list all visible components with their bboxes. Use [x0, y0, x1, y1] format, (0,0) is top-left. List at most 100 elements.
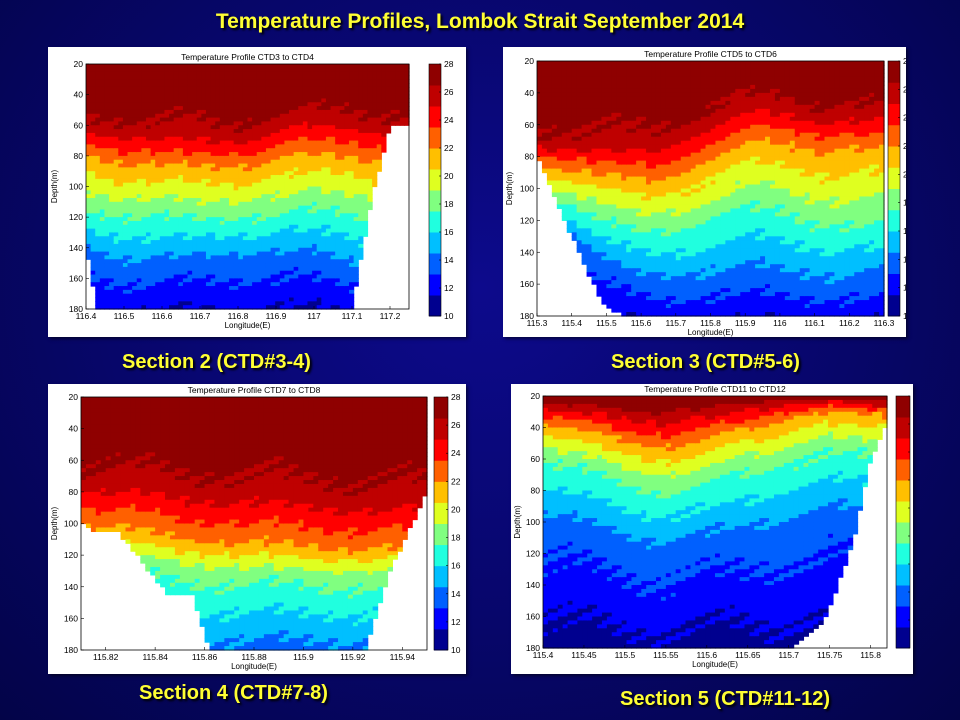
field-cell — [358, 83, 364, 88]
field-cell — [298, 117, 304, 123]
field-cell — [581, 260, 588, 265]
field-cell — [576, 168, 583, 174]
field-cell — [289, 220, 295, 226]
field-cell — [330, 247, 336, 253]
field-cell — [229, 293, 235, 299]
field-cell — [581, 216, 588, 221]
field-cell — [238, 301, 244, 306]
field-cell — [362, 232, 369, 237]
field-cell — [316, 167, 322, 172]
field-cell — [90, 243, 96, 249]
field-cell — [178, 255, 184, 260]
field-cell — [601, 100, 607, 106]
field-cell — [330, 64, 336, 69]
field-cell — [330, 217, 336, 222]
field-cell — [173, 197, 179, 203]
field-cell — [187, 167, 193, 172]
field-cell — [289, 194, 295, 199]
field-cell — [242, 182, 249, 188]
field-cell — [621, 248, 627, 253]
field-cell — [182, 194, 189, 199]
field-cell — [104, 75, 110, 80]
field-cell — [321, 220, 327, 226]
field-cell — [312, 182, 318, 188]
field-cell — [182, 224, 189, 230]
field-cell — [224, 90, 230, 96]
field-cell — [385, 117, 392, 123]
field-cell — [127, 236, 133, 241]
field-cell — [265, 182, 272, 188]
field-cell — [173, 243, 179, 249]
field-cell — [293, 132, 299, 138]
field-cell — [187, 289, 193, 295]
field-cell — [118, 144, 124, 149]
field-cell — [164, 129, 170, 134]
field-cell — [330, 301, 336, 306]
field-cell — [621, 88, 627, 94]
field-cell — [155, 247, 161, 253]
field-cell — [270, 167, 276, 172]
field-cell — [349, 86, 355, 92]
field-cell — [289, 266, 295, 272]
field-cell — [229, 159, 235, 165]
field-cell — [621, 61, 627, 66]
field-cell — [261, 140, 267, 145]
field-cell — [353, 125, 359, 130]
field-cell — [210, 251, 216, 257]
field-cell — [571, 220, 578, 225]
field-cell — [321, 205, 327, 211]
field-cell — [150, 175, 156, 180]
field-cell — [591, 248, 598, 253]
field-cell — [616, 268, 622, 273]
field-cell — [353, 140, 359, 145]
field-cell — [155, 167, 161, 172]
field-cell — [404, 75, 410, 80]
field-cell — [616, 196, 622, 202]
field-cell — [118, 152, 124, 157]
field-cell — [358, 102, 364, 107]
field-cell — [136, 121, 142, 126]
field-cell — [265, 125, 272, 130]
field-cell — [293, 194, 299, 199]
field-cell — [376, 152, 382, 157]
field-cell — [551, 68, 558, 74]
field-cell — [178, 159, 184, 165]
field-cell — [316, 140, 322, 145]
field-cell — [118, 243, 124, 249]
field-cell — [86, 144, 92, 149]
field-cell — [261, 155, 267, 161]
field-cell — [201, 186, 207, 191]
field-cell — [90, 182, 96, 188]
field-cell — [270, 86, 276, 92]
field-cell — [302, 259, 309, 264]
field-cell — [90, 148, 96, 153]
field-cell — [150, 224, 156, 230]
field-cell — [591, 236, 598, 241]
field-cell — [335, 102, 341, 107]
field-cell — [141, 220, 147, 226]
field-cell — [284, 152, 290, 157]
field-cell — [150, 129, 156, 134]
field-cell — [141, 86, 147, 92]
field-cell — [293, 109, 299, 115]
field-cell — [136, 194, 142, 199]
field-cell — [215, 67, 221, 73]
field-cell — [261, 90, 267, 96]
field-cell — [187, 159, 193, 165]
field-cell — [279, 98, 286, 103]
field-cell — [178, 297, 184, 302]
field-cell — [215, 171, 221, 176]
field-cell — [247, 190, 253, 195]
field-cell — [233, 274, 239, 279]
field-cell — [321, 224, 327, 230]
field-cell — [561, 112, 568, 118]
field-cell — [284, 213, 290, 218]
field-cell — [219, 205, 226, 211]
field-cell — [339, 251, 345, 257]
field-cell — [219, 293, 226, 299]
field-cell — [293, 278, 299, 283]
field-cell — [349, 155, 355, 161]
field-cell — [247, 217, 253, 222]
field-cell — [307, 197, 313, 203]
field-cell — [90, 83, 96, 88]
